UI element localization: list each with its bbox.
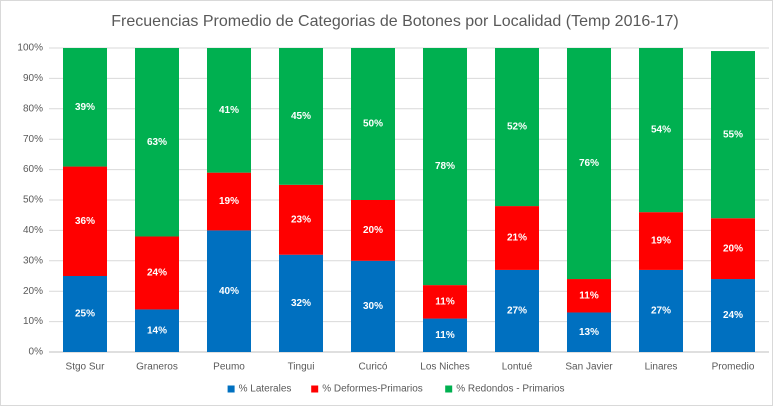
y-tick-label: 90%	[23, 73, 43, 84]
data-label: 11%	[435, 296, 455, 307]
legend-swatch	[445, 385, 453, 393]
bar-segment	[207, 48, 251, 173]
x-tick-label: Curicó	[359, 362, 388, 373]
bars	[63, 48, 755, 352]
x-tick-label: Stgo Sur	[66, 362, 106, 373]
data-label: 41%	[219, 105, 239, 116]
bar-segment	[567, 279, 611, 313]
legend-label: % Deformes-Primarios	[322, 384, 423, 395]
chart-title: Frecuencias Promedio de Categorias de Bo…	[111, 13, 678, 30]
bar-segment	[423, 318, 467, 352]
data-label: 23%	[291, 214, 311, 225]
data-label: 24%	[723, 310, 743, 321]
x-tick-label: Promedio	[712, 362, 755, 373]
legend-swatch	[227, 385, 235, 393]
bar-segment	[279, 254, 323, 352]
data-label: 11%	[435, 330, 455, 341]
data-label: 54%	[651, 125, 671, 136]
legend-label: % Redondos - Primarios	[456, 384, 564, 395]
x-tick-label: Linares	[645, 362, 678, 373]
bar-segment	[63, 166, 107, 276]
legend-label: % Laterales	[239, 384, 292, 395]
bar-segment	[207, 230, 251, 352]
data-label: 76%	[579, 158, 599, 169]
data-label: 78%	[435, 161, 455, 172]
data-label: 50%	[363, 119, 383, 130]
bar-segment	[351, 200, 395, 261]
bar-segment	[639, 212, 683, 270]
bar-segment	[711, 218, 755, 280]
data-label: 63%	[147, 137, 167, 148]
data-label: 13%	[579, 327, 599, 338]
x-tick-label: Tingui	[288, 362, 315, 373]
y-tick-label: 40%	[23, 225, 43, 236]
bar-segment	[711, 51, 755, 219]
bar-segment	[495, 206, 539, 270]
bar-segment	[135, 48, 179, 237]
x-tick-label: Lontué	[502, 362, 533, 373]
data-label: 52%	[507, 122, 527, 133]
y-tick-label: 50%	[23, 195, 43, 206]
bar-segment	[351, 48, 395, 200]
bar-segment	[279, 184, 323, 255]
y-tick-label: 0%	[29, 347, 44, 358]
data-label: 11%	[579, 290, 599, 301]
bar-segment	[639, 48, 683, 213]
bar-segment	[423, 48, 467, 286]
bar-segment	[279, 48, 323, 185]
bar-segment	[639, 269, 683, 352]
y-tick-label: 100%	[17, 43, 43, 54]
y-tick-label: 30%	[23, 255, 43, 266]
data-label: 55%	[723, 129, 743, 140]
x-tick-label: Los Niches	[420, 362, 469, 373]
x-tick-label: Graneros	[136, 362, 178, 373]
x-tick-label: Peumo	[213, 362, 245, 373]
data-label: 27%	[651, 306, 671, 317]
data-label: 30%	[363, 301, 383, 312]
bar-segment	[207, 172, 251, 231]
legend-swatch	[311, 385, 319, 393]
bar-segment	[495, 269, 539, 352]
bar-segment	[351, 260, 395, 352]
bar-segment	[135, 236, 179, 310]
data-label: 40%	[219, 286, 239, 297]
y-tick-label: 80%	[23, 103, 43, 114]
y-tick-label: 10%	[23, 316, 43, 327]
bar-segment	[63, 48, 107, 167]
bar-segment	[135, 309, 179, 352]
data-label: 20%	[363, 225, 383, 236]
data-label: 20%	[723, 243, 743, 254]
data-label: 25%	[75, 309, 95, 320]
data-label: 36%	[75, 216, 95, 227]
bar-segment	[567, 312, 611, 352]
y-tick-label: 20%	[23, 286, 43, 297]
bar-segment	[495, 48, 539, 207]
data-label: 21%	[507, 233, 527, 244]
data-label: 39%	[75, 102, 95, 113]
bar-segment	[567, 48, 611, 280]
data-label: 19%	[219, 196, 239, 207]
data-label: 45%	[291, 111, 311, 122]
bar-segment	[63, 276, 107, 352]
y-tick-label: 60%	[23, 164, 43, 175]
data-label: 27%	[507, 306, 527, 317]
x-tick-label: San Javier	[565, 362, 613, 373]
data-label: 14%	[147, 325, 167, 336]
bar-segment	[423, 285, 467, 319]
data-label: 19%	[651, 236, 671, 247]
data-label: 32%	[291, 298, 311, 309]
data-label: 24%	[147, 268, 167, 279]
y-tick-label: 70%	[23, 134, 43, 145]
labels: 0% 10% 20% 30% 40% 50% 60% 70% 80% 90% 100% Stgo Su…	[17, 43, 754, 395]
bar-segment	[711, 279, 755, 352]
